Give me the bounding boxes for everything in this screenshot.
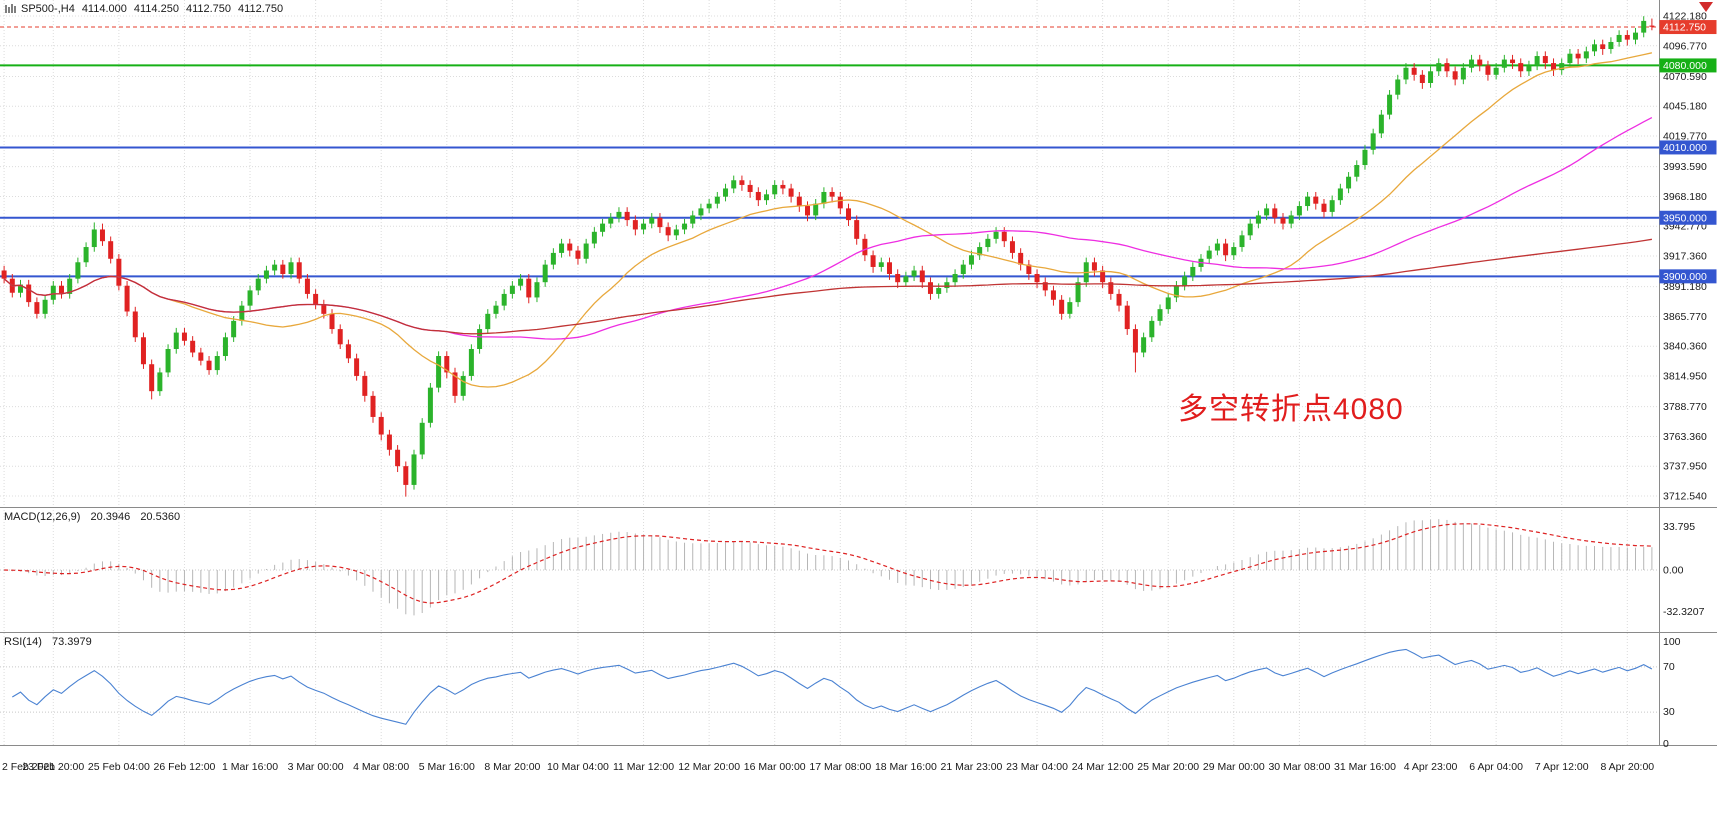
- symbol-name: SP500-,H4: [21, 3, 75, 15]
- svg-text:5 Mar 16:00: 5 Mar 16:00: [419, 761, 475, 773]
- macd-indicator-label: MACD(12,26,9) 20.3946 20.5360: [4, 511, 187, 523]
- macd-histogram: [11, 519, 1653, 616]
- svg-text:10 Mar 04:00: 10 Mar 04:00: [547, 761, 609, 773]
- svg-text:4070.590: 4070.590: [1663, 71, 1707, 83]
- svg-text:3900.000: 3900.000: [1663, 271, 1707, 283]
- svg-text:3814.950: 3814.950: [1663, 371, 1707, 383]
- svg-text:4 Apr 23:00: 4 Apr 23:00: [1404, 761, 1458, 773]
- svg-text:21 Mar 23:00: 21 Mar 23:00: [941, 761, 1003, 773]
- macd-axis-label: 0.00: [1663, 565, 1684, 577]
- svg-text:3737.950: 3737.950: [1663, 461, 1707, 473]
- macd-signal-value: 20.5360: [140, 511, 181, 523]
- svg-text:29 Mar 00:00: 29 Mar 00:00: [1203, 761, 1265, 773]
- svg-text:23 Feb 20:00: 23 Feb 20:00: [22, 761, 84, 773]
- price-badge: 4010.000: [1659, 140, 1717, 155]
- svg-text:17 Mar 08:00: 17 Mar 08:00: [809, 761, 871, 773]
- candles: [1, 16, 1655, 497]
- svg-text:4096.770: 4096.770: [1663, 40, 1707, 52]
- svg-text:3950.000: 3950.000: [1663, 212, 1707, 224]
- svg-text:30 Mar 08:00: 30 Mar 08:00: [1268, 761, 1330, 773]
- svg-text:3993.590: 3993.590: [1663, 161, 1707, 173]
- svg-text:6 Apr 04:00: 6 Apr 04:00: [1469, 761, 1523, 773]
- svg-text:4122.180: 4122.180: [1663, 11, 1707, 23]
- price-badge: 3950.000: [1659, 210, 1717, 225]
- candlestick-chart-icon: [4, 3, 16, 15]
- corner-marker-icon: [1699, 2, 1713, 12]
- svg-text:8 Apr 20:00: 8 Apr 20:00: [1600, 761, 1654, 773]
- svg-text:3865.770: 3865.770: [1663, 311, 1707, 323]
- svg-text:31 Mar 16:00: 31 Mar 16:00: [1334, 761, 1396, 773]
- rsi-value: 73.3979: [51, 636, 92, 648]
- svg-text:18 Mar 16:00: 18 Mar 16:00: [875, 761, 937, 773]
- panel-separators: [0, 0, 1717, 746]
- ohlc-close: 4112.750: [238, 3, 284, 15]
- svg-text:4019.770: 4019.770: [1663, 131, 1707, 143]
- svg-text:1 Mar 16:00: 1 Mar 16:00: [222, 761, 278, 773]
- svg-text:23 Mar 04:00: 23 Mar 04:00: [1006, 761, 1068, 773]
- rsi-name: RSI(14): [4, 636, 42, 648]
- macd-name: MACD(12,26,9): [4, 511, 81, 523]
- svg-text:25 Feb 04:00: 25 Feb 04:00: [88, 761, 150, 773]
- svg-text:8 Mar 20:00: 8 Mar 20:00: [484, 761, 540, 773]
- rsi-axis-label: 30: [1663, 706, 1675, 718]
- price-badge: 3900.000: [1659, 269, 1717, 284]
- macd-main-value: 20.3946: [90, 511, 131, 523]
- rsi-indicator-label: RSI(14) 73.3979: [4, 636, 99, 648]
- rsi-axis-label: 70: [1663, 661, 1675, 673]
- rsi-axis-label: 0: [1663, 738, 1669, 750]
- price-badge: 4080.000: [1659, 58, 1717, 73]
- svg-text:11 Mar 12:00: 11 Mar 12:00: [613, 761, 674, 773]
- svg-text:4010.000: 4010.000: [1663, 142, 1707, 154]
- svg-text:3763.360: 3763.360: [1663, 431, 1707, 443]
- svg-text:3788.770: 3788.770: [1663, 401, 1707, 413]
- ohlc-high: 4114.250: [133, 3, 179, 15]
- svg-text:12 Mar 20:00: 12 Mar 20:00: [678, 761, 740, 773]
- svg-text:4 Mar 08:00: 4 Mar 08:00: [353, 761, 409, 773]
- svg-text:24 Mar 12:00: 24 Mar 12:00: [1072, 761, 1134, 773]
- ma-line-slow: [3, 238, 1653, 335]
- macd-signal-line: [4, 523, 1652, 604]
- rsi-axis-label: 100: [1663, 636, 1681, 648]
- svg-text:3917.360: 3917.360: [1663, 251, 1707, 263]
- svg-text:16 Mar 00:00: 16 Mar 00:00: [744, 761, 806, 773]
- svg-text:26 Feb 12:00: 26 Feb 12:00: [154, 761, 216, 773]
- svg-text:2 Feb 2021: 2 Feb 2021: [2, 761, 55, 773]
- symbol-ohlc-bar: SP500-,H4 4114.000 4114.250 4112.750 411…: [4, 3, 290, 15]
- macd-axis-label: 33.795: [1663, 521, 1695, 533]
- svg-text:3891.180: 3891.180: [1663, 281, 1707, 293]
- svg-text:4080.000: 4080.000: [1663, 60, 1707, 72]
- price-badge: 4112.750: [1659, 20, 1717, 35]
- chart-text-annotation: 多空转折点4080: [1178, 393, 1404, 426]
- horizontal-level-lines: [0, 26, 1659, 278]
- svg-text:3712.540: 3712.540: [1663, 491, 1707, 503]
- ohlc-open: 4114.000: [81, 3, 127, 15]
- ohlc-low: 4112.750: [185, 3, 232, 15]
- svg-text:3968.180: 3968.180: [1663, 191, 1707, 203]
- ma-line-fast: [3, 52, 1653, 388]
- svg-text:3840.360: 3840.360: [1663, 341, 1707, 353]
- grid: [0, 0, 1659, 746]
- svg-text:4112.750: 4112.750: [1663, 22, 1706, 34]
- svg-text:25 Mar 20:00: 25 Mar 20:00: [1137, 761, 1199, 773]
- rsi-line: [12, 648, 1653, 725]
- svg-text:4045.180: 4045.180: [1663, 101, 1707, 113]
- svg-text:3 Mar 00:00: 3 Mar 00:00: [288, 761, 344, 773]
- svg-text:7 Apr 12:00: 7 Apr 12:00: [1535, 761, 1589, 773]
- macd-axis-label: -32.3207: [1663, 606, 1705, 618]
